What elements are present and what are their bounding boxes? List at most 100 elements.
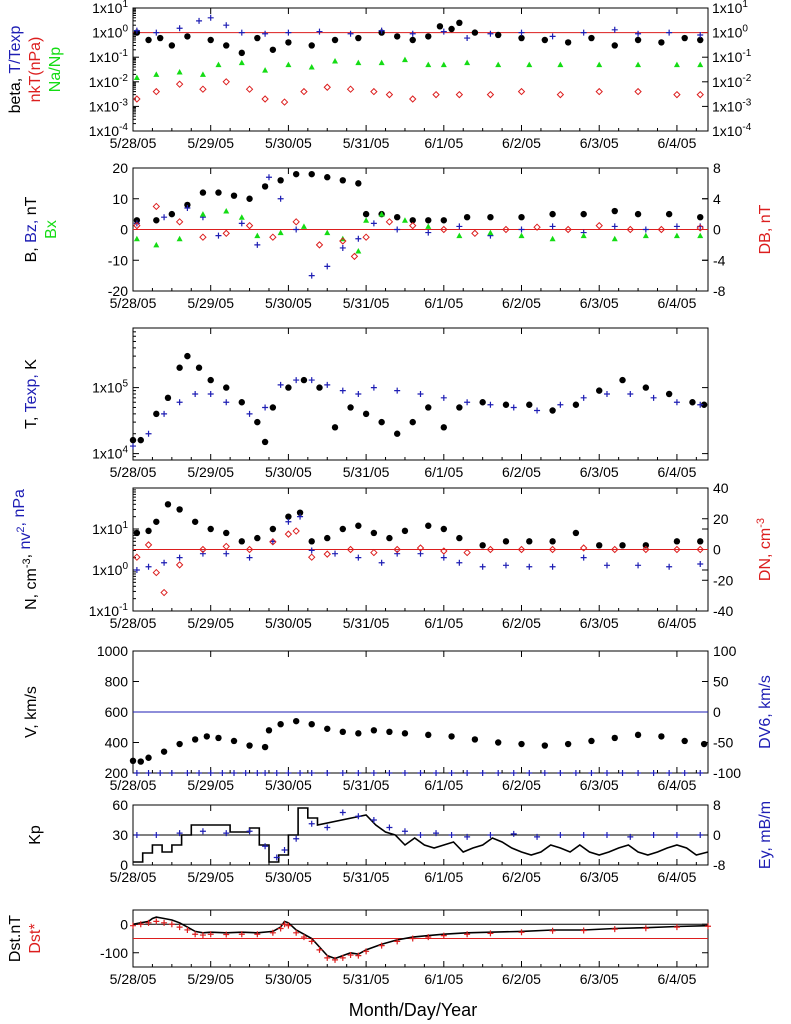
data-point: [378, 27, 385, 34]
data-point: [316, 384, 323, 391]
data-point: [246, 195, 253, 202]
y-tick-label: 20: [112, 160, 128, 176]
y-right-tick-label: 50: [713, 674, 729, 690]
data-point: [666, 29, 673, 36]
data-point: [510, 770, 517, 776]
data-point: [254, 34, 261, 42]
data-point: [580, 554, 587, 561]
data-point: [176, 25, 183, 32]
data-point: [168, 42, 176, 49]
data-point: [634, 210, 642, 218]
y-right-tick-label: 8: [713, 797, 721, 813]
series-Texp: [130, 377, 704, 450]
data-point: [642, 232, 649, 239]
data-point: [324, 954, 331, 961]
data-point: [416, 544, 425, 552]
data-point: [487, 832, 494, 838]
data-point: [145, 563, 152, 570]
x-tick-label: 5/28/05: [110, 971, 157, 987]
data-point: [634, 87, 642, 96]
x-tick-label: 6/3/05: [580, 971, 619, 987]
x-tick-label: 5/31/05: [343, 295, 390, 311]
y-axis-label-sup: 2: [15, 526, 27, 532]
data-point: [339, 244, 346, 251]
data-point: [658, 733, 665, 740]
data-point: [191, 518, 199, 525]
x-tick-label: 6/2/05: [502, 615, 541, 631]
data-point: [199, 233, 207, 241]
x-tick-label: 6/2/05: [502, 135, 541, 151]
data-point: [495, 739, 502, 746]
data-point: [378, 418, 385, 426]
data-point: [572, 401, 580, 408]
data-point: [401, 527, 409, 535]
data-point: [350, 252, 359, 261]
data-point: [697, 214, 704, 221]
y-right-tick-label: -4: [713, 252, 726, 268]
x-tick-label: 6/2/05: [502, 971, 541, 987]
data-point: [518, 226, 525, 233]
x-tick-label: 5/31/05: [343, 777, 390, 793]
x-tick-label: 5/28/05: [110, 869, 157, 885]
data-point: [362, 410, 370, 418]
data-point: [433, 830, 440, 837]
data-point: [425, 33, 432, 40]
data-point: [129, 757, 137, 764]
data-point: [658, 39, 665, 46]
data-point: [557, 61, 564, 68]
data-point: [456, 19, 463, 27]
y-tick-label: 1000: [97, 643, 128, 659]
data-point: [425, 934, 432, 941]
data-point: [409, 418, 416, 426]
series-Dst*: [130, 918, 711, 963]
series-DN: [133, 527, 704, 597]
data-point: [324, 725, 331, 732]
data-point: [502, 538, 510, 545]
data-point: [184, 33, 191, 40]
data-point: [401, 828, 408, 835]
data-point: [153, 410, 160, 418]
data-point: [580, 232, 587, 239]
y-right-tick-label: 4: [713, 191, 721, 207]
data-point: [650, 832, 657, 838]
data-point: [339, 387, 346, 394]
data-point: [673, 223, 680, 230]
data-point: [549, 33, 556, 40]
y-axis-label: beta, T/Texp: [7, 26, 24, 114]
data-point: [195, 364, 203, 371]
data-point: [308, 42, 315, 49]
x-tick-label: 6/2/05: [502, 869, 541, 885]
data-point: [222, 229, 230, 238]
data-point: [207, 525, 214, 533]
data-point: [386, 824, 393, 831]
data-point: [355, 770, 362, 776]
series-N: [133, 501, 704, 549]
data-point: [152, 568, 161, 577]
data-point: [518, 34, 525, 42]
data-point: [370, 220, 377, 227]
panel-p1: 5/28/05 5/29/05 5/30/05 5/31/05 6/1/05 6/2/05…: [7, 0, 752, 151]
data-point: [161, 214, 168, 221]
y-axis-label-2-part: nkT(nPa): [27, 37, 44, 103]
data-point: [245, 221, 254, 230]
data-point: [448, 770, 455, 776]
panel-p7: 5/28/05 5/29/05 5/30/05 5/31/05 6/1/05 6/2/05…: [7, 909, 711, 987]
y-right-tick-label: 1x10-1: [712, 48, 752, 65]
x-tick-label: 6/1/05: [424, 615, 463, 631]
data-point: [440, 932, 447, 939]
data-point: [603, 832, 610, 838]
data-point: [417, 550, 424, 557]
data-point: [611, 734, 618, 742]
x-tick-label: 6/2/05: [502, 295, 541, 311]
data-point: [548, 545, 557, 554]
data-point: [425, 61, 432, 68]
data-point: [168, 210, 176, 218]
y-right-tick-label: -100: [713, 765, 741, 781]
data-point: [346, 85, 355, 93]
series-nv2: [133, 513, 704, 573]
data-point: [634, 36, 642, 44]
data-point: [393, 430, 401, 437]
data-point: [673, 924, 680, 931]
y-right-tick-label: -50: [713, 735, 733, 751]
data-point: [557, 770, 564, 776]
